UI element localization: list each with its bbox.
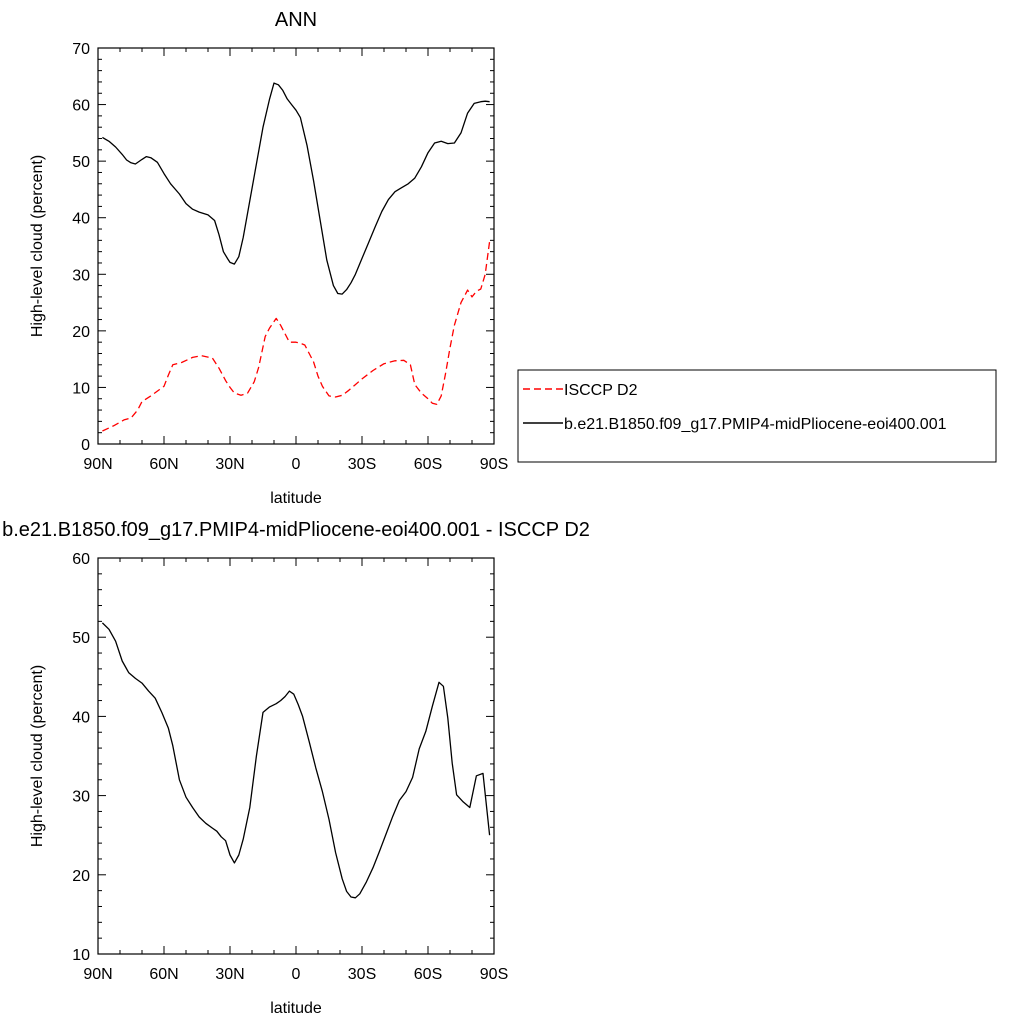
y-tick-label: 60 [72,98,90,115]
chart-title: ANN [275,9,317,31]
legend-entry-isccp: ISCCP D2 [564,382,638,399]
series-layer [101,622,491,899]
x-tick-label: 90N [83,966,112,983]
x-tick-label: 60S [414,456,442,473]
y-axis-label: High-level cloud (percent) [29,155,46,337]
series-line-difference [101,622,491,899]
y-axis: 10 20 30 40 50 60 [72,551,494,964]
legend-entry-model: b.e21.B1850.f09_g17.PMIP4-midPliocene-eo… [564,416,947,433]
y-tick-label: 0 [81,437,90,454]
x-tick-label: 30N [215,456,244,473]
chart-title: b.e21.B1850.f09_g17.PMIP4-midPliocene-eo… [2,519,590,541]
y-axis: 0 10 20 30 40 50 60 70 [72,41,494,454]
plot-frame [97,47,495,445]
series-line-model [102,82,490,295]
y-axis-label: High-level cloud (percent) [29,665,46,847]
y-tick-label: 20 [72,868,90,885]
x-tick-label: 90S [480,456,508,473]
y-tick-label: 10 [72,380,90,397]
x-axis: 90N 60N 30N 0 30S 60S 90S [83,558,508,983]
legend-box [517,369,997,463]
series-layer [102,82,491,432]
x-tick-label: 60S [414,966,442,983]
x-axis-label: latitude [270,490,322,507]
x-axis: 90N 60N 30N 0 30S 60S 90S [83,48,508,473]
y-tick-label: 30 [72,267,90,284]
y-tick-label: 40 [72,211,90,228]
y-tick-label: 40 [72,709,90,726]
y-tick-label: 60 [72,551,90,568]
x-axis-label: latitude [270,1000,322,1017]
y-tick-label: 30 [72,789,90,806]
x-tick-label: 90S [480,966,508,983]
y-tick-label: 10 [72,947,90,964]
x-tick-label: 0 [292,456,301,473]
x-tick-label: 60N [149,456,178,473]
y-tick-label: 70 [72,41,90,58]
x-tick-label: 90N [83,456,112,473]
series-line-isccp-d2 [102,241,491,432]
x-tick-label: 30S [348,456,376,473]
y-tick-label: 20 [72,324,90,341]
x-tick-label: 60N [149,966,178,983]
x-tick-label: 30S [348,966,376,983]
y-tick-label: 50 [72,630,90,647]
chart-panel-difference: b.e21.B1850.f09_g17.PMIP4-midPliocene-eo… [2,519,590,1017]
plot-frame [97,557,495,955]
legend: ISCCP D2 b.e21.B1850.f09_g17.PMIP4-midPl… [517,369,997,463]
x-tick-label: 0 [292,966,301,983]
x-tick-label: 30N [215,966,244,983]
y-tick-label: 50 [72,154,90,171]
